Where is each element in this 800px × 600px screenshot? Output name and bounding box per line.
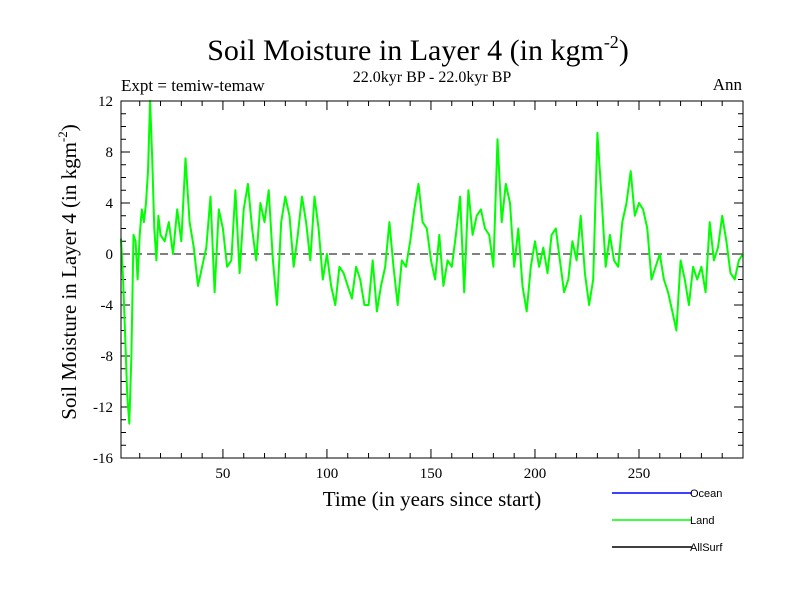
y-tick-label: -4 [101,298,114,314]
legend-label-ocean: Ocean [690,488,722,500]
chart-title-superscript: -2 [604,32,619,52]
chart-title-close: ) [619,34,629,67]
legend: Ocean Land AllSurf [612,488,723,554]
series-line-land [120,100,744,425]
x-tick-label: 250 [628,466,651,482]
plot-frame [120,100,744,459]
x-tick-label: 150 [420,466,443,482]
y-axis-title-close: ) [57,124,81,131]
experiment-label: Expt = temiw-temaw [121,76,265,95]
y-tick-label: 12 [98,94,113,110]
x-tick-label: 50 [215,466,230,482]
y-tick-label: 4 [106,196,114,212]
chart-title: Soil Moisture in Layer 4 (in kgm-2) [207,32,629,67]
y-axis-title-superscript: -2 [55,131,70,142]
y-tick-label: -8 [101,349,114,365]
y-tick-label: -16 [93,451,113,467]
season-label: Ann [713,75,743,94]
legend-label-allsurf: AllSurf [690,542,723,554]
x-axis-title: Time (in years since start) [323,487,542,511]
chart-title-text: Soil Moisture in Layer 4 (in kgm [207,34,604,67]
tick-labels: 50 100 150 200 250 -16 -12 -8 -4 0 4 8 12 [93,94,650,482]
y-tick-label: -12 [93,400,113,416]
y-tick-label: 0 [106,247,114,263]
chart-subtitle: 22.0kyr BP - 22.0kyr BP [353,69,512,86]
legend-label-land: Land [690,515,714,527]
x-tick-label: 200 [524,466,547,482]
series-lines [120,100,744,425]
y-axis-title: Soil Moisture in Layer 4 (in kgm-2) [55,124,81,419]
x-tick-label: 100 [316,466,339,482]
y-tick-label: 8 [106,145,114,161]
y-axis-title-text: Soil Moisture in Layer 4 (in kgm [57,142,81,420]
